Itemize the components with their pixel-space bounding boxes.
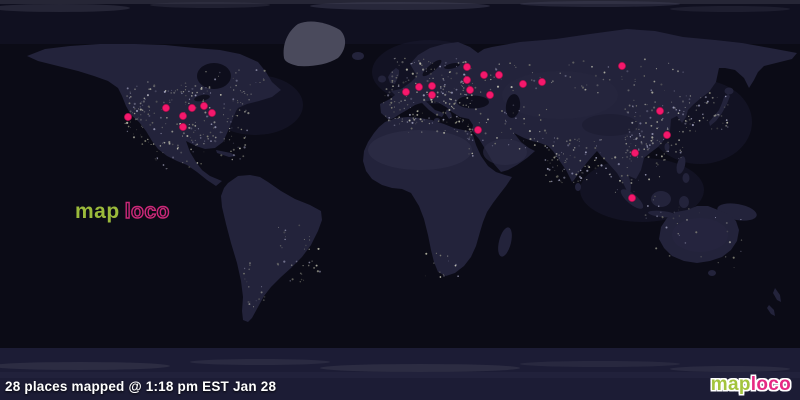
maploco-logo-link[interactable]: maploco [711, 374, 791, 396]
place-dot [631, 149, 639, 157]
place-dot [463, 76, 471, 84]
watermark-loco-text: loco [124, 199, 170, 223]
place-dot [208, 109, 216, 117]
city-lights [124, 57, 743, 308]
place-dot [162, 104, 170, 112]
place-dot [124, 113, 132, 121]
place-dot [628, 194, 636, 202]
place-dot [663, 131, 671, 139]
black-sea [457, 95, 489, 109]
place-dot [200, 102, 208, 110]
place-dot [474, 126, 482, 134]
place-dots [124, 62, 671, 202]
place-dot [428, 82, 436, 90]
greenland-ice [283, 21, 346, 67]
brand-map-text: map [710, 374, 751, 395]
polar-ice [0, 0, 800, 378]
caspian-sea [505, 94, 521, 118]
hudson-bay [197, 63, 231, 89]
place-dot [480, 71, 488, 79]
place-dot [519, 80, 527, 88]
place-dot [656, 107, 664, 115]
island-japan [709, 94, 730, 126]
place-dot [618, 62, 626, 70]
watermark-map-text: map [75, 200, 120, 223]
place-dot [495, 71, 503, 79]
place-dot [463, 63, 471, 71]
brand-loco-text: loco [750, 374, 791, 395]
maploco-watermark: map loco [75, 199, 170, 224]
continent-south-america [221, 175, 322, 322]
place-dot [188, 104, 196, 112]
place-dot [179, 123, 187, 131]
place-dot [179, 112, 187, 120]
place-dot [415, 83, 423, 91]
place-dot [538, 78, 546, 86]
place-dot [466, 86, 474, 94]
place-dot [428, 91, 436, 99]
place-dot [486, 91, 494, 99]
places-mapped-caption: 28 places mapped @ 1:18 pm EST Jan 28 [5, 379, 277, 394]
baltic-sea [422, 59, 442, 77]
place-dot [402, 88, 410, 96]
